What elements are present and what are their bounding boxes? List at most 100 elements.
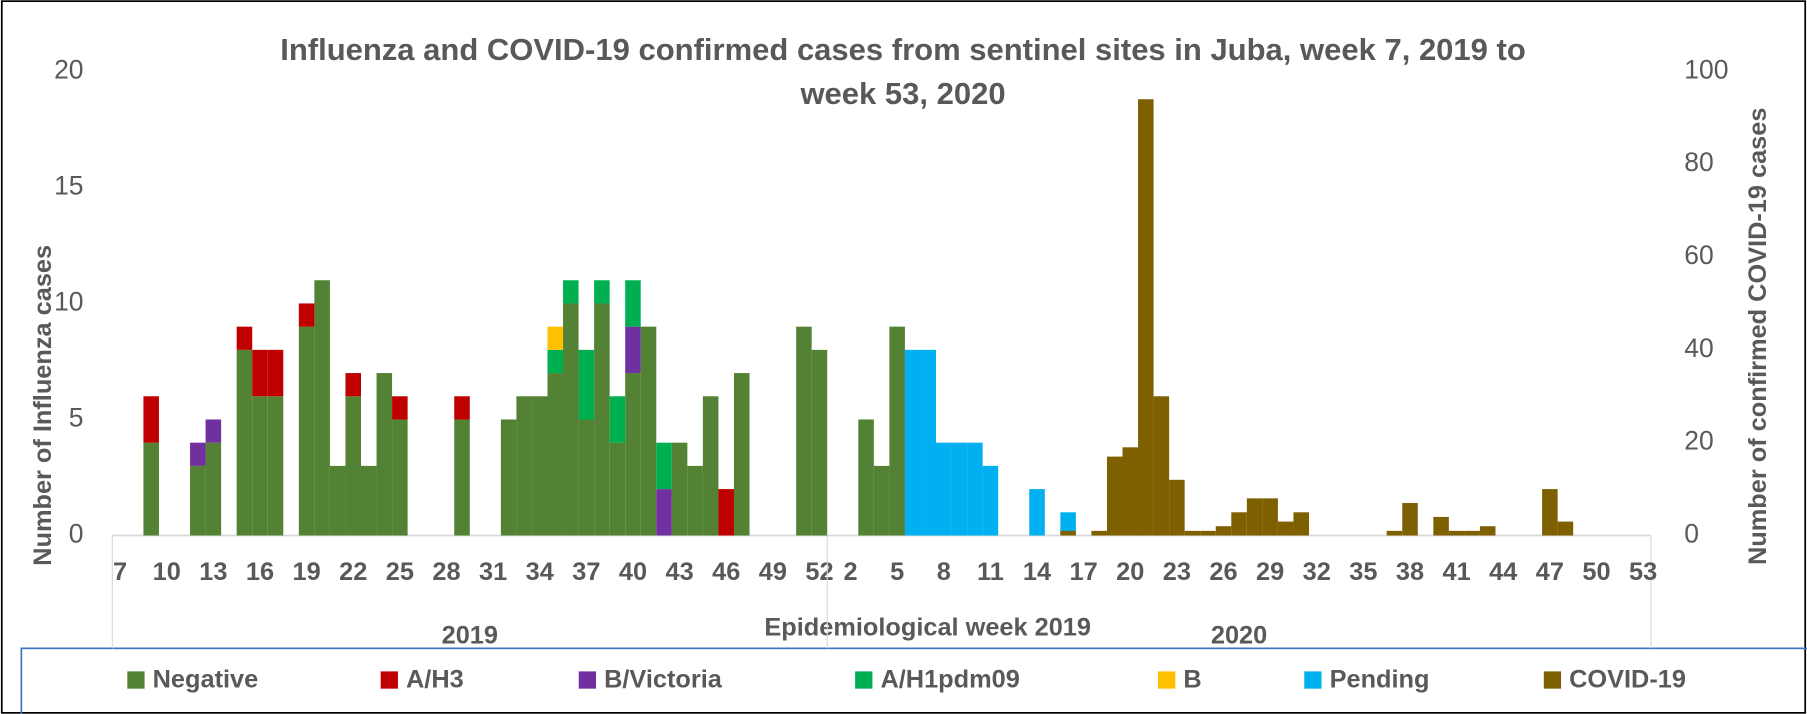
x-tick-label: 25 [386, 558, 414, 586]
x-tick-label: 53 [1629, 558, 1657, 586]
bar [873, 465, 890, 536]
bar [345, 373, 361, 397]
legend-label: A/H1pdm09 [880, 665, 1019, 693]
bar [205, 442, 222, 536]
x-tick-label: 10 [153, 558, 181, 586]
bar [547, 349, 564, 374]
bar [143, 396, 159, 443]
y-tick-label: 0 [69, 519, 84, 549]
x-tick-label: 41 [1443, 558, 1471, 586]
legend-label: A/H3 [406, 665, 464, 693]
bar [796, 326, 812, 536]
legend-swatch [1158, 671, 1176, 689]
chart-title: Influenza and COVID-19 confirmed cases f… [280, 32, 1526, 111]
x-tick-label: 46 [712, 558, 740, 586]
x-tick-label: 31 [479, 558, 507, 586]
bar [982, 465, 999, 536]
bar [967, 442, 983, 536]
group-label: 2020 [1211, 622, 1267, 650]
bar [1246, 498, 1263, 536]
x-tick-label: 8 [937, 558, 951, 586]
bar [625, 373, 641, 536]
y2-tick-label: 20 [1684, 426, 1713, 456]
bar [547, 373, 564, 536]
bar [1542, 489, 1558, 536]
bar [345, 396, 361, 536]
y2-tick-label: 40 [1684, 333, 1713, 363]
x-tick-label: 50 [1582, 558, 1610, 586]
x-tick-label: 28 [432, 558, 460, 586]
bar [360, 465, 377, 536]
y2-tick-label: 80 [1684, 147, 1713, 177]
bar [1106, 456, 1123, 536]
bar [1122, 447, 1139, 536]
bar [1557, 521, 1574, 536]
bar [1153, 396, 1170, 536]
x-tick-label: 11 [977, 558, 1004, 586]
bar [640, 326, 657, 536]
x-tick-label: 49 [759, 558, 787, 586]
bar [376, 373, 393, 536]
bar [392, 419, 408, 536]
x-tick-label: 22 [339, 558, 367, 586]
bar [1138, 99, 1154, 536]
bar [547, 326, 564, 350]
legend-swatch [1304, 671, 1322, 689]
bar [1448, 530, 1465, 536]
bar [625, 326, 641, 374]
bar [687, 465, 703, 536]
y-tick-label: 20 [54, 54, 83, 84]
bar [1262, 498, 1278, 536]
x-tick-label: 40 [619, 558, 647, 586]
bar [267, 349, 284, 397]
x-tick-label: 17 [1070, 558, 1098, 586]
y2-axis-label: Number of confirmed COVID-19 cases [1744, 108, 1772, 565]
legend-label: B/Victoria [604, 665, 723, 693]
x-tick-label: 26 [1209, 558, 1237, 586]
y-tick-label: 5 [69, 402, 84, 432]
legend-swatch [380, 671, 398, 689]
x-tick-label: 14 [1023, 558, 1051, 586]
bar [236, 326, 253, 350]
x-tick-label: 32 [1303, 558, 1331, 586]
bar [563, 280, 579, 304]
bar [951, 442, 968, 536]
x-tick-label: 44 [1489, 558, 1517, 586]
y-tick-label: 15 [54, 170, 83, 200]
x-axis-label: Epidemiological week 2019 [764, 613, 1091, 641]
bar [609, 442, 626, 536]
bar [1184, 530, 1201, 536]
bar [811, 349, 828, 536]
bar [625, 280, 641, 327]
legend-swatch [855, 671, 873, 689]
x-tick-label: 7 [113, 558, 127, 586]
x-tick-label: 34 [526, 558, 554, 586]
bar [656, 442, 672, 490]
bar [454, 396, 470, 420]
bar [578, 419, 595, 536]
y-tick-label: 10 [54, 286, 83, 316]
bar [609, 396, 626, 443]
bar [267, 396, 284, 536]
bar [1091, 530, 1107, 536]
legend-label: Pending [1330, 665, 1430, 693]
legend-swatch [127, 671, 145, 689]
x-tick-label: 43 [665, 558, 693, 586]
bar [190, 442, 206, 466]
bar [1060, 530, 1076, 536]
bar [733, 373, 750, 536]
bar [190, 465, 206, 536]
x-tick-label: 13 [199, 558, 227, 586]
bar [392, 396, 408, 420]
bar [889, 326, 905, 536]
legend-box [20, 647, 1807, 714]
x-tick-label: 20 [1116, 558, 1144, 586]
bar [1479, 526, 1496, 536]
legend-label: B [1183, 665, 1201, 693]
group-label: 2019 [442, 622, 498, 650]
x-tick-label: 19 [293, 558, 321, 586]
bar [252, 349, 268, 397]
bar [1433, 516, 1449, 536]
